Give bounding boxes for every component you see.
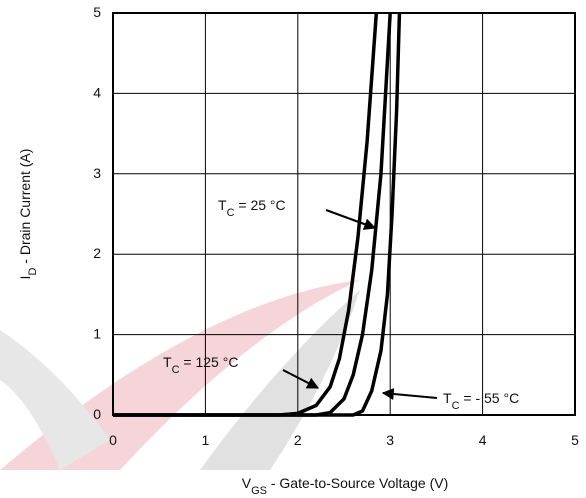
y-tick-label: 5 [93, 4, 101, 20]
y-axis-label-part: I [17, 276, 33, 280]
x-tick-label: 0 [109, 432, 117, 448]
series-label-part: T [218, 197, 227, 213]
annotation-arrow [381, 388, 438, 400]
x-tick-label: 4 [479, 432, 487, 448]
series-label-part: T [443, 390, 452, 406]
series-label: TC = - 55 °C [443, 390, 519, 412]
annotation-arrow [325, 209, 377, 230]
data-line [113, 12, 392, 417]
x-axis-label-part: V [242, 475, 252, 491]
watermark-shape [0, 330, 110, 470]
x-tick-label: 2 [294, 432, 302, 448]
y-tick-label: 3 [93, 165, 101, 181]
series-label-part: = 125 °C [180, 354, 239, 370]
x-axis-label: VGS - Gate-to-Source Voltage (V) [242, 475, 449, 497]
x-tick-label: 1 [202, 432, 210, 448]
y-tick-label: 1 [93, 326, 101, 342]
series-label-part: C [172, 364, 180, 376]
series-label-part: T [163, 354, 172, 370]
watermark [0, 280, 360, 470]
series-label-part: C [227, 207, 235, 219]
y-axis-label-part: D [27, 268, 39, 276]
y-axis-label-part: - Drain Current (A) [17, 149, 33, 268]
series-label-part: = - 55 °C [460, 390, 520, 406]
x-tick-label: 3 [386, 432, 394, 448]
annotation-arrow [282, 369, 320, 389]
series-label: TC = 25 °C [218, 197, 286, 219]
y-tick-label: 4 [93, 84, 101, 100]
x-axis-label-part: GS [251, 485, 267, 497]
y-axis-label: ID - Drain Current (A) [17, 149, 39, 280]
y-tick-label: 0 [93, 406, 101, 422]
x-axis-label-part: - Gate-to-Source Voltage (V) [267, 475, 448, 491]
series-label: TC = 125 °C [163, 354, 238, 376]
series-label-part: C [452, 400, 460, 412]
y-tick-label: 2 [93, 245, 101, 261]
data-line [113, 12, 402, 417]
x-tick-label: 5 [571, 432, 579, 448]
watermark-shape [0, 280, 360, 470]
series-label-part: = 25 °C [235, 197, 286, 213]
